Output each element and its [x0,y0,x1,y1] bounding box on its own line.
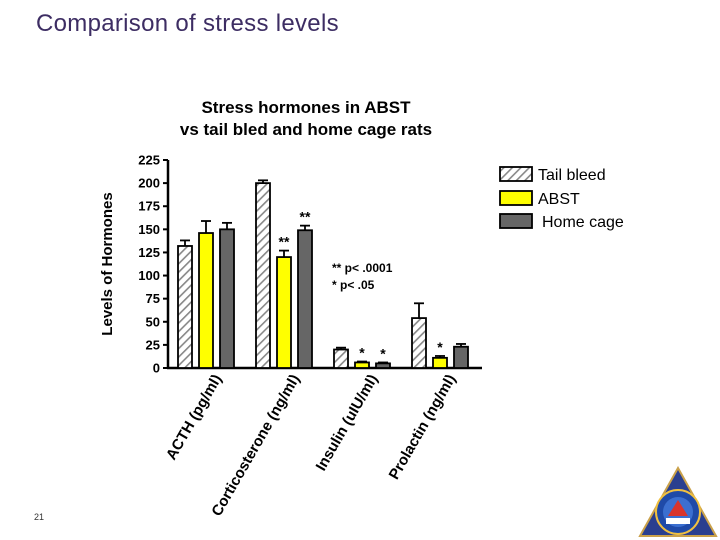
p-value-annotation: * p< .05 [332,278,375,292]
chart-title-line: Stress hormones in ABST [201,98,411,117]
category-label: Prolactin (ng/ml) [386,372,460,483]
significance-mark: * [359,345,365,361]
bar [276,256,292,369]
bar [375,362,391,369]
y-tick-label: 0 [153,361,160,376]
legend-swatch [499,166,533,182]
bar [297,229,313,369]
bar [198,232,214,369]
category-label: ACTH (pg/ml) [163,372,226,463]
p-value-annotation: ** p< .0001 [332,261,393,275]
bar [453,345,469,369]
organization-seal-icon [638,466,718,537]
y-tick-label: 175 [138,199,160,214]
bar [333,348,349,369]
legend-label: Tail bleed [538,167,606,184]
y-tick-label: 225 [138,153,160,168]
page-number: 21 [34,512,45,522]
significance-mark: * [380,345,386,361]
slide-title: Comparison of stress levels [36,10,339,37]
y-tick-label: 200 [138,176,160,191]
bar [219,228,235,369]
legend-label: ABST [538,191,580,208]
bar [432,356,448,369]
y-tick-label: 75 [146,291,160,306]
category-label: Corticosterone (ng/ml) [208,371,303,519]
significance-mark: ** [279,234,290,250]
bar [177,245,193,369]
y-axis-label: Levels of Hormones [99,192,116,335]
y-tick-label: 125 [138,245,160,260]
chart-title-line: vs tail bled and home cage rats [180,120,432,139]
significance-mark: ** [300,209,311,225]
category-label: Insulin (uIU/ml) [313,371,382,473]
y-tick-label: 150 [138,222,160,237]
y-tick-label: 100 [138,268,160,283]
bar [411,317,427,369]
legend-label: Home cage [542,214,624,231]
legend-swatch [499,190,533,206]
legend-swatch [499,213,533,229]
bar [255,182,271,369]
y-tick-label: 50 [146,314,160,329]
significance-mark: * [437,339,443,355]
bar [354,361,370,369]
y-tick-label: 25 [146,337,160,352]
